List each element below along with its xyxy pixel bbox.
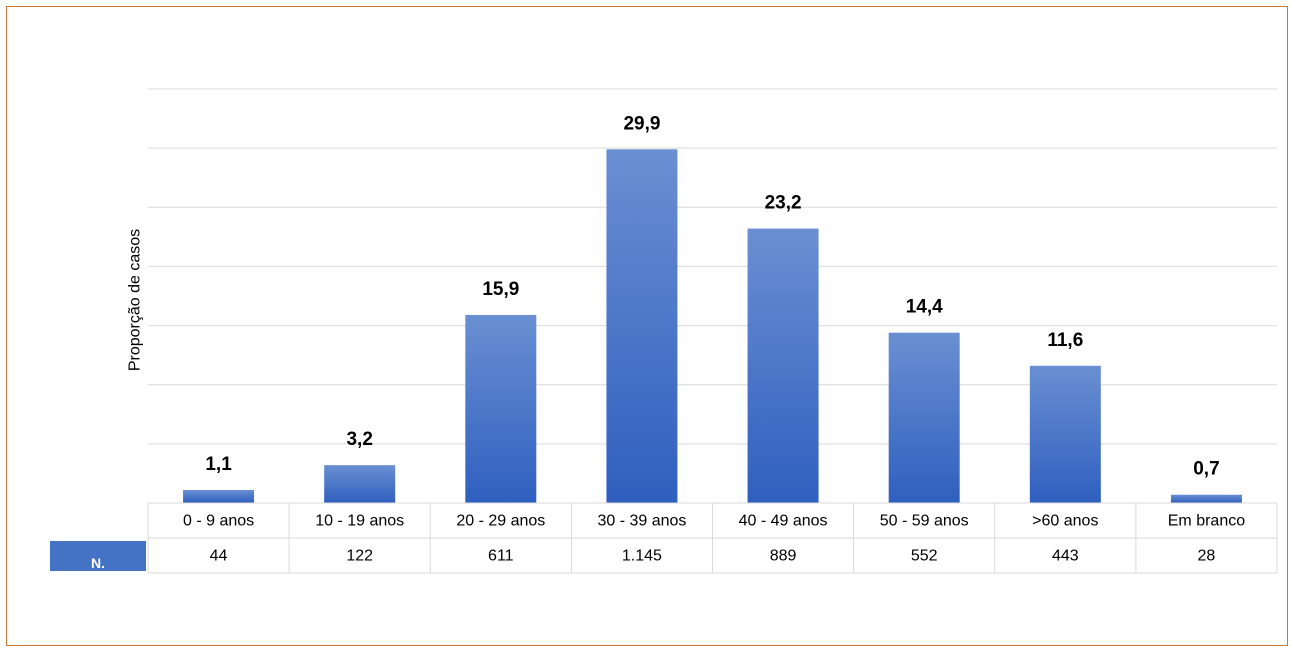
tick-label: 0 - 9 anos [183, 513, 254, 530]
data-label: 1,1 [205, 454, 232, 475]
tick-label: 10 - 19 anos [315, 513, 404, 530]
bar [465, 314, 537, 503]
bar [1170, 494, 1242, 503]
y-axis-label: Proporção de casos [127, 229, 144, 371]
data-label: 11,6 [1047, 330, 1083, 351]
bar [888, 332, 960, 503]
table-cell: 443 [1052, 548, 1079, 565]
bar [183, 489, 255, 503]
table-cell: 122 [346, 548, 373, 565]
data-table: 0 - 9 anos 10 - 19 anos 20 - 29 anos 30 - 3… [50, 502, 1278, 574]
table-cell: 611 [488, 548, 514, 565]
tick-label: 30 - 39 anos [597, 513, 686, 530]
data-label: 0,7 [1193, 459, 1219, 480]
row-label-box [50, 541, 146, 571]
data-label: 15,9 [482, 279, 519, 300]
bars [183, 149, 1242, 503]
gridlines [148, 88, 1277, 445]
data-labels: 1,1 3,2 15,9 29,9 23,2 14,4 11,6 0,7 [205, 113, 1219, 479]
table-cell: 1.145 [622, 548, 662, 565]
tick-label: Em branco [1168, 513, 1245, 530]
tick-label: >60 anos [1032, 513, 1098, 530]
data-label: 3,2 [346, 429, 372, 450]
tick-label: 50 - 59 anos [880, 513, 969, 530]
bar [1029, 365, 1101, 503]
table-cell: 889 [770, 548, 797, 565]
bar [324, 465, 396, 503]
tick-label: 20 - 29 anos [456, 513, 545, 530]
table-cell: 44 [210, 548, 228, 565]
data-label: 23,2 [765, 193, 802, 214]
data-label: 14,4 [906, 297, 943, 318]
table-cell: 28 [1198, 548, 1216, 565]
table-cell: 552 [911, 548, 938, 565]
bar [747, 228, 819, 503]
tick-label: 40 - 49 anos [739, 513, 828, 530]
row-label: N. [91, 555, 105, 571]
bar [606, 149, 678, 503]
data-label: 29,9 [623, 113, 660, 134]
